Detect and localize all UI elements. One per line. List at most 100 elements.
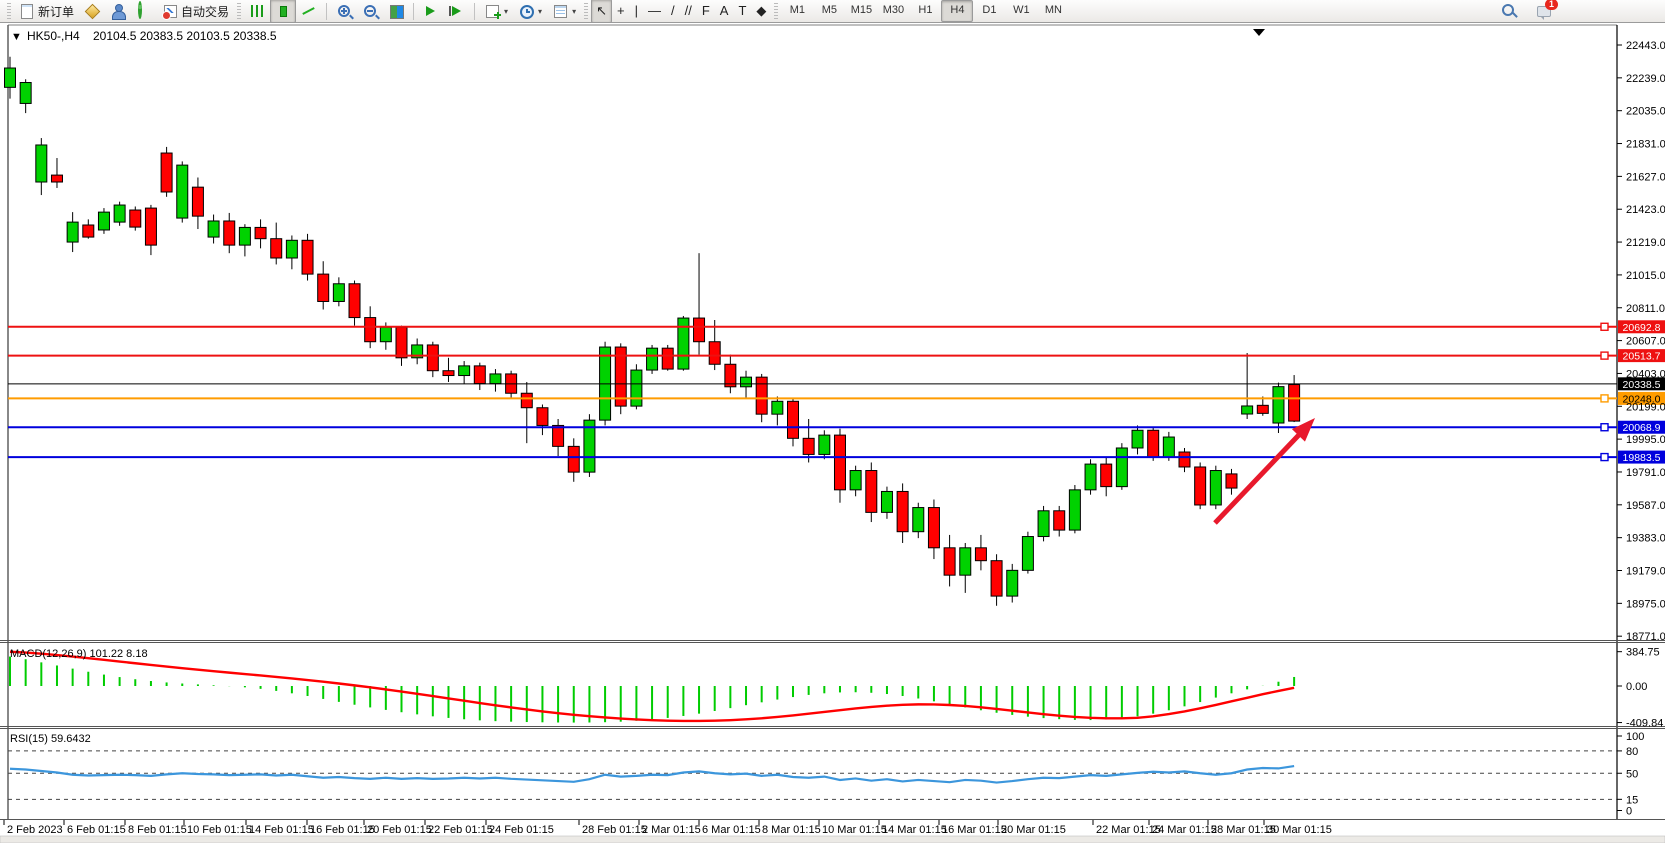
timeframe-button-m1[interactable]: M1 <box>789 4 806 16</box>
drawing-tools-group: ↖ + | — ///F A T ◆ <box>591 0 771 23</box>
chart-title-ohlc: 20104.5 20383.5 20103.5 20338.5 <box>93 29 277 43</box>
price-axis-tick: 19995.0 <box>1626 434 1665 446</box>
auto-trading-button[interactable]: 自动交易 <box>157 0 234 23</box>
templates-icon <box>552 3 568 19</box>
tool-crosshair[interactable]: + <box>612 0 630 23</box>
rsi-axis-tick: 50 <box>1626 768 1638 780</box>
strategy-tester-icon <box>110 3 127 20</box>
chevron-down-icon: ▾ <box>504 6 509 16</box>
timeframe-button-h4[interactable]: H4 <box>941 0 974 22</box>
templates-button[interactable]: ▾ <box>547 0 581 23</box>
macd-axis-tick: 384.75 <box>1626 647 1660 659</box>
horizontal-line-icon: — <box>647 3 661 18</box>
new-order-label: 新订单 <box>38 4 75 19</box>
line-chart-icon <box>301 3 317 19</box>
tool-vertical-line[interactable]: | <box>630 0 643 23</box>
timeframe-button-m5[interactable]: M5 <box>821 4 838 16</box>
macd-axis-tick: -409.84 <box>1626 718 1663 730</box>
price-axis-badge: 20513.7 <box>1623 351 1661 363</box>
time-axis-tick: 6 Mar 01:15 <box>702 824 761 836</box>
candlestick-chart-icon <box>275 3 291 19</box>
price-axis-tick: 20607.0 <box>1626 336 1665 348</box>
line-chart-button[interactable] <box>296 0 322 23</box>
zoom-in-button[interactable] <box>331 0 357 23</box>
price-axis-tick: 22239.0 <box>1626 73 1665 85</box>
timeframe-button-mn[interactable]: MN <box>1044 4 1062 16</box>
tool-horizontal-line[interactable]: — <box>643 0 666 23</box>
scroll-group <box>418 0 470 22</box>
symbol-dropdown-icon[interactable]: ▼ <box>11 31 22 43</box>
macd-signal-line <box>9 650 1295 723</box>
chart-window[interactable]: 20692.8 20513.7 20338.5 20248.0 20068.9 19883… <box>0 23 1665 843</box>
tool-text[interactable]: A <box>715 0 734 23</box>
time-axis-tick: 28 Feb 01:15 <box>582 824 647 836</box>
scroll-to-end-marker[interactable] <box>1253 29 1265 36</box>
time-axis-tick: 16 Mar 01:15 <box>942 824 1007 836</box>
zoom-out-icon <box>362 3 378 19</box>
tile-windows-button[interactable] <box>383 0 409 23</box>
zoom-group <box>331 0 409 22</box>
macd-axis-tick: 0.00 <box>1626 681 1647 693</box>
chat-icon: 1 <box>1536 0 1558 20</box>
rsi-axis-tick: 15 <box>1626 794 1638 806</box>
bar-chart-button[interactable] <box>244 0 270 23</box>
new-order-button[interactable]: 新订单 <box>14 0 79 23</box>
price-axis-badge: 20692.8 <box>1623 322 1661 334</box>
price-axis-tick: 21627.0 <box>1626 171 1665 183</box>
toolbar-grip[interactable] <box>584 3 589 19</box>
price-axis-tick: 21015.0 <box>1626 270 1665 282</box>
candlestick-chart-button[interactable] <box>270 0 297 23</box>
metaeditor-button[interactable] <box>79 0 105 23</box>
toolbar-grip[interactable] <box>774 3 779 19</box>
zoom-out-button[interactable] <box>357 0 383 23</box>
toolbar-grip[interactable] <box>7 3 11 19</box>
zoom-in-icon <box>336 3 352 19</box>
tool-text-label[interactable]: T <box>733 0 751 23</box>
indicators-button[interactable]: ▾ <box>479 0 513 23</box>
price-axis-tick: 21831.0 <box>1626 139 1665 151</box>
tool-equidistant-channel[interactable]: // <box>680 0 697 23</box>
signals-button[interactable] <box>131 0 157 23</box>
time-axis-tick: 28 Mar 01:15 <box>1211 824 1276 836</box>
price-axis-tick: 22035.0 <box>1626 106 1665 118</box>
strategy-tester-button[interactable] <box>105 0 131 23</box>
periods-button[interactable]: ▾ <box>513 0 547 23</box>
cursor-icon: ↖ <box>596 3 607 18</box>
time-axis-tick: 24 Feb 01:15 <box>489 824 554 836</box>
fibonacci-retracement-icon: F <box>701 3 710 18</box>
search-button[interactable] <box>1495 0 1521 23</box>
price-axis-badge: 20248.0 <box>1623 393 1661 405</box>
timeframe-button-d1[interactable]: D1 <box>982 4 997 16</box>
price-axis-badge: 20068.9 <box>1623 422 1661 434</box>
notifications-button[interactable]: 1 <box>1531 0 1558 23</box>
price-axis-tick: 20403.0 <box>1626 368 1665 380</box>
timeframe-button-w1[interactable]: W1 <box>1013 4 1030 16</box>
timeframe-button-h1[interactable]: H1 <box>918 4 933 16</box>
time-axis-tick: 2 Feb 2023 <box>7 824 63 836</box>
trend-arrow-annotation[interactable] <box>1213 418 1315 525</box>
tool-cursor[interactable]: ↖ <box>591 0 612 23</box>
chart-shift-button[interactable] <box>444 0 470 23</box>
new-order-icon <box>19 3 35 19</box>
auto-scroll-button[interactable] <box>418 0 444 23</box>
tool-arrows-shapes[interactable]: ◆ <box>751 0 771 23</box>
time-axis-tick: 16 Feb 01:15 <box>310 824 375 836</box>
gold-diamond-icon <box>84 3 101 20</box>
price-axis-tick: 20199.0 <box>1626 401 1665 413</box>
timeframe-button-m30[interactable]: M30 <box>882 4 905 16</box>
trendline-icon: / <box>670 3 675 18</box>
chart-title-symbol: HK50-,H4 <box>27 29 80 43</box>
rsi-plot <box>9 764 1295 784</box>
chevron-down-icon: ▾ <box>572 6 577 16</box>
timeframe-button-m15[interactable]: M15 <box>850 4 873 16</box>
horizontal-level-lines[interactable] <box>8 322 1617 462</box>
time-axis-tick: 24 Mar 01:15 <box>1152 824 1217 836</box>
tool-fibonacci-retracement[interactable]: F <box>697 0 715 23</box>
tool-trendline[interactable]: / <box>666 0 680 23</box>
toolbar-grip[interactable] <box>237 3 242 19</box>
price-axis-badge: 19883.5 <box>1623 452 1661 464</box>
price-axis-tick: 22443.0 <box>1626 40 1665 52</box>
notification-badge: 1 <box>1545 0 1558 10</box>
rsi-line <box>9 764 1295 784</box>
time-axis-tick: 20 Mar 01:15 <box>1001 824 1066 836</box>
